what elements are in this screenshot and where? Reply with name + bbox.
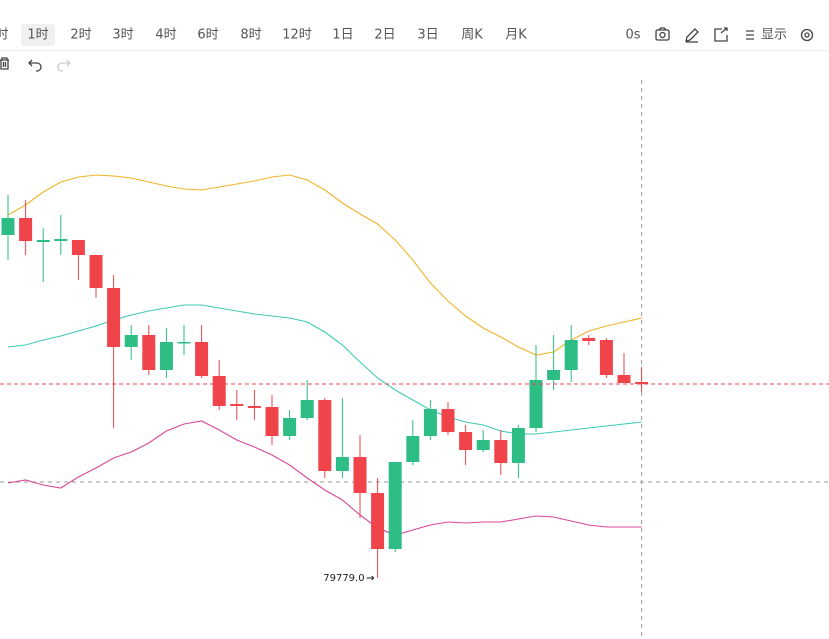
bollinger-band — [7, 420, 642, 536]
interval-tab[interactable]: 4时 — [155, 28, 176, 43]
candle-body — [599, 340, 613, 375]
plot-area: 79779.0 — [0, 80, 829, 639]
candle-body — [406, 436, 420, 462]
candle-body — [459, 432, 473, 450]
candle-body — [265, 407, 279, 436]
candle-body — [247, 406, 261, 408]
share-icon[interactable] — [714, 27, 728, 42]
interval-tabs: 时 1时 2时 3时 4时 6时 8时 12时 1日 2日 3日 周K 月K — [0, 24, 527, 46]
interval-tab[interactable]: 2日 — [374, 28, 395, 43]
candle-body — [19, 218, 33, 241]
candle-body — [89, 255, 103, 288]
pen-icon[interactable] — [685, 28, 699, 43]
candle-body — [388, 462, 402, 549]
interval-tab[interactable]: 12时 — [282, 28, 312, 43]
candle-body — [54, 239, 68, 241]
redo-icon[interactable] — [57, 59, 71, 72]
settings-icon[interactable] — [800, 28, 814, 42]
candle-body — [335, 457, 349, 471]
toolbar-icons — [0, 27, 814, 72]
candle-body — [582, 338, 596, 341]
interval-tab[interactable]: 3时 — [112, 28, 133, 43]
candle-body — [441, 409, 455, 432]
candle-body — [1, 218, 15, 235]
candle-body — [423, 409, 437, 436]
candle-body — [107, 288, 121, 347]
interval-tab[interactable]: 月K — [505, 28, 527, 43]
interval-tab[interactable]: 1日 — [332, 28, 353, 43]
candle-body — [36, 240, 50, 242]
candle-body — [371, 493, 385, 549]
candle-body — [177, 342, 191, 344]
interval-tab[interactable]: 8时 — [240, 28, 261, 43]
candle-body — [300, 400, 314, 418]
candle-body — [212, 376, 226, 406]
candle-body — [230, 404, 244, 406]
interval-tab[interactable]: 1时 — [27, 28, 48, 43]
candle-body — [71, 240, 85, 255]
low-arrow — [366, 575, 375, 581]
interval-tab[interactable]: 时 — [0, 28, 9, 43]
display-button[interactable]: 显示 — [761, 28, 787, 43]
interval-tab[interactable]: 3日 — [417, 28, 438, 43]
candle-body — [283, 418, 297, 436]
candle-body — [476, 440, 490, 450]
candle-body — [353, 457, 367, 493]
candle-body — [142, 335, 156, 370]
candle-body — [564, 340, 578, 370]
undo-icon[interactable] — [28, 59, 42, 72]
interval-tab[interactable]: 周K — [461, 28, 483, 43]
candle-body — [195, 342, 209, 376]
candle-body — [511, 428, 525, 463]
timer[interactable]: 0s — [625, 28, 640, 43]
candle-body — [547, 370, 561, 380]
candle-body — [529, 380, 543, 428]
camera-icon[interactable] — [655, 27, 670, 41]
candle-body — [318, 400, 332, 471]
selected-tab-bg — [21, 24, 55, 46]
low-label: 79779.0 — [323, 573, 364, 584]
candle-body — [494, 440, 508, 463]
candle-body — [617, 375, 631, 383]
interval-tab[interactable]: 6时 — [197, 28, 218, 43]
trash-icon[interactable] — [0, 57, 9, 70]
list-icon[interactable] — [746, 30, 754, 40]
candle-body — [124, 335, 138, 347]
interval-tab[interactable]: 2时 — [70, 28, 91, 43]
candle-body — [635, 382, 649, 384]
candle-body — [159, 342, 173, 370]
